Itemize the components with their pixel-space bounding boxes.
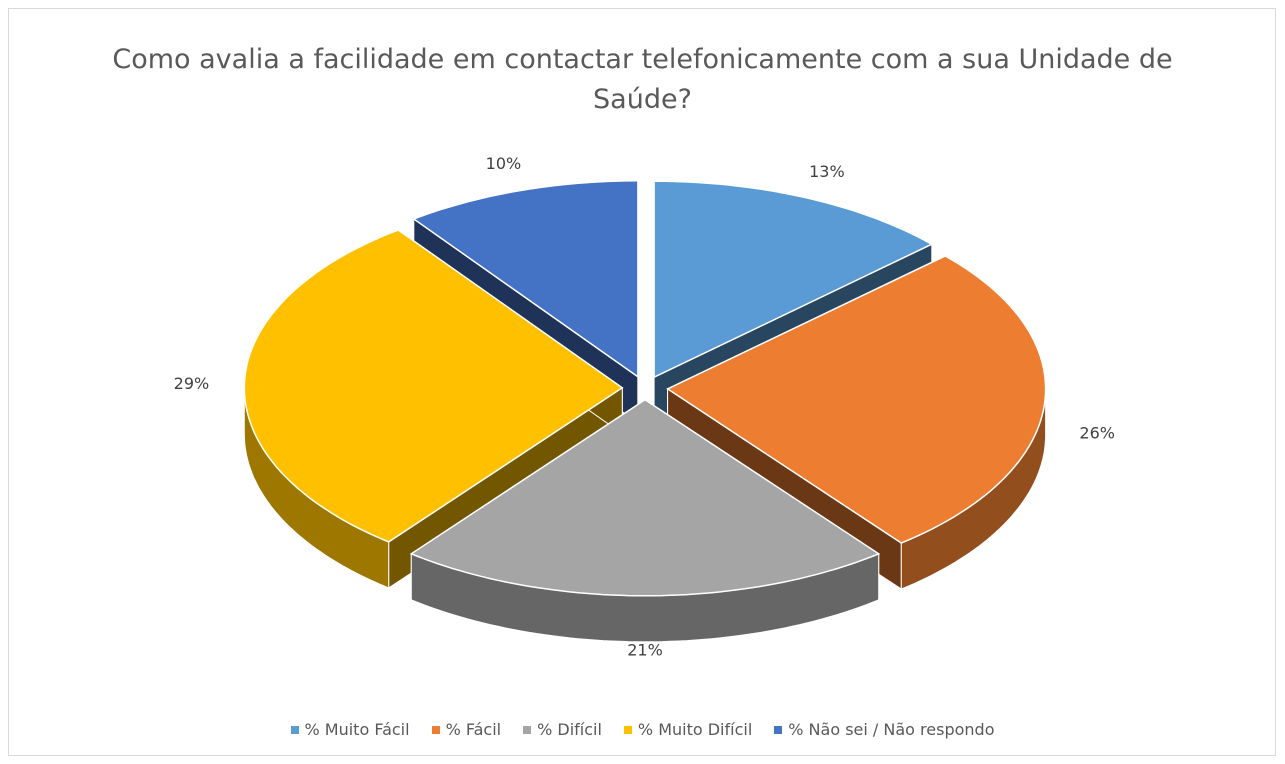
slice <box>409 398 881 597</box>
data-label: 10% <box>486 154 522 173</box>
legend-swatch <box>774 725 783 734</box>
legend-label: % Fácil <box>445 720 502 739</box>
data-label: 26% <box>1079 424 1115 443</box>
data-label: 21% <box>627 640 663 659</box>
chart-frame <box>8 8 1276 756</box>
data-label: 13% <box>809 162 845 181</box>
legend-label: % Não sei / Não respondo <box>788 720 995 739</box>
legend-item: % Não sei / Não respondo <box>774 720 994 739</box>
data-label: 29% <box>174 374 210 393</box>
legend-swatch <box>290 725 299 734</box>
legend-label: % Muito Difícil <box>637 720 753 739</box>
legend-item: % Difícil <box>523 720 602 739</box>
legend-label: % Muito Fácil <box>304 720 410 739</box>
legend-item: % Muito Difícil <box>623 720 753 739</box>
legend-swatch <box>623 725 632 734</box>
legend-swatch <box>523 725 532 734</box>
slice <box>666 255 1047 544</box>
slice <box>243 229 624 543</box>
slice <box>653 180 934 379</box>
legend-item: % Muito Fácil <box>290 720 410 739</box>
legend-item: % Fácil <box>431 720 502 739</box>
chart-title: Como avalia a facilidade em contactar te… <box>112 44 1173 115</box>
legend-swatch <box>431 725 440 734</box>
legend: % Muito Fácil % Fácil % Difícil % Muito Dif… <box>0 720 1285 739</box>
legend-label: % Difícil <box>537 720 602 739</box>
slice <box>412 180 639 379</box>
